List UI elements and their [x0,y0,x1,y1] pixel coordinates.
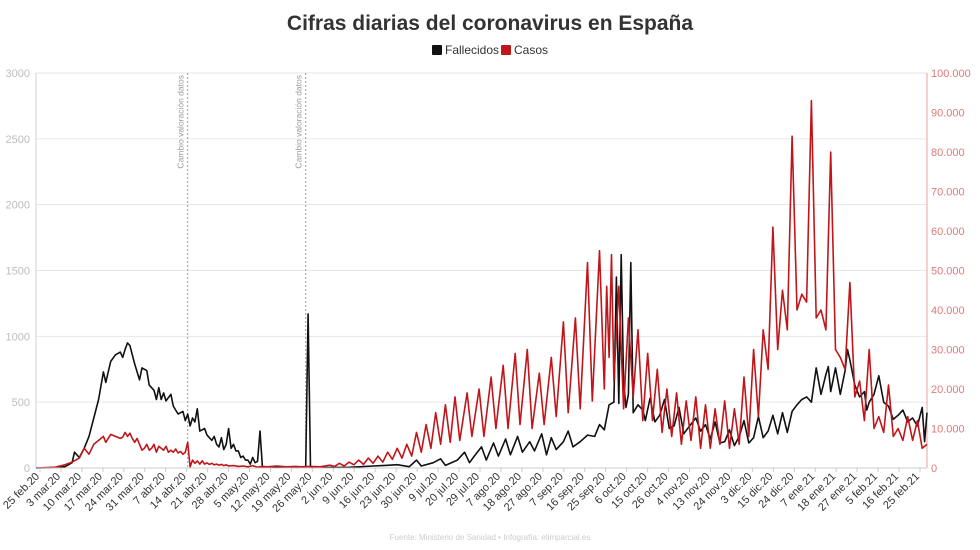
y-axis-left: 0 500 1000 1500 2000 2500 3000 [6,68,37,475]
y-right-tick-label: 10.000 [931,424,965,436]
annotation-label: Cambio valoración datos [294,75,304,169]
y-right-tick-label: 20.000 [931,384,965,396]
y-right-tick-label: 30.000 [931,345,965,357]
y-left-tick-label: 500 [12,397,30,409]
y-right-tick-label: 0 [931,463,937,475]
source-note: Fuente: Ministerio de Sanidad • Infograf… [390,533,591,542]
y-left-tick-label: 2500 [6,134,30,146]
y-left-tick-label: 0 [24,463,30,475]
y-left-tick-label: 2000 [6,200,30,212]
y-left-tick-label: 1500 [6,266,30,278]
gridlines [36,72,927,403]
y-right-tick-label: 100.000 [931,68,971,80]
legend: Fallecidos Casos [432,43,548,57]
legend-label-fallecidos: Fallecidos [445,43,499,57]
y-left-tick-label: 1000 [6,331,30,343]
chart-title: Cifras diarias del coronavirus en España [287,12,693,35]
y-right-tick-label: 40.000 [931,305,965,317]
legend-item-casos[interactable]: Casos [501,43,548,57]
legend-swatch-casos [501,45,511,55]
annotation-label: Cambio valoración datos [176,75,186,169]
series-lines [35,99,928,469]
legend-label-casos: Casos [514,43,548,57]
y-right-tick-label: 50.000 [931,266,965,278]
y-right-tick-label: 60.000 [931,226,965,238]
series-line-casos [35,99,928,469]
annotations: Cambio valoración datos Cambio valoración… [176,73,307,468]
legend-item-fallecidos[interactable]: Fallecidos [432,43,499,57]
y-right-tick-label: 70.000 [931,187,965,199]
y-axis-right: 0 10.000 20.000 30.000 40.000 50.000 60.000 70.… [926,68,971,475]
legend-swatch-fallecidos [432,45,442,55]
series-line-fallecidos [35,253,928,469]
y-right-tick-label: 90.000 [931,108,965,120]
y-left-tick-label: 3000 [6,68,30,80]
y-right-tick-label: 80.000 [931,147,965,159]
